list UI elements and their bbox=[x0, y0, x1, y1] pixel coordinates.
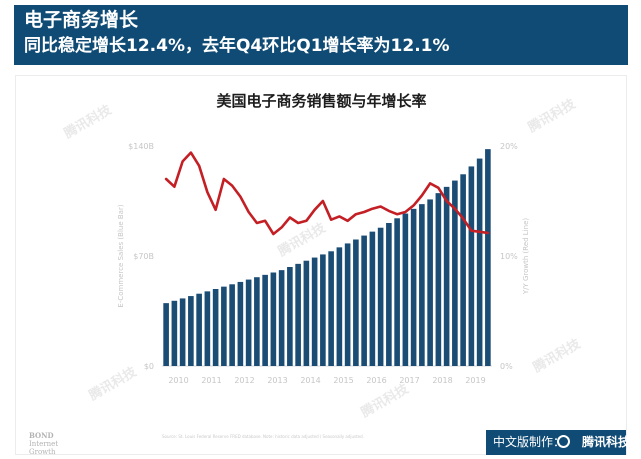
bar bbox=[328, 251, 334, 366]
bar bbox=[171, 300, 178, 366]
x-tick-label: 2017 bbox=[399, 376, 419, 385]
bar bbox=[278, 270, 285, 366]
x-tick-label: 2011 bbox=[201, 376, 221, 385]
bar bbox=[410, 208, 417, 366]
bar bbox=[320, 254, 326, 366]
bar bbox=[262, 274, 268, 366]
y-tick-label: $0 bbox=[144, 362, 154, 371]
bar bbox=[188, 296, 194, 366]
bar bbox=[435, 193, 442, 366]
bar bbox=[394, 218, 400, 366]
bar bbox=[295, 263, 301, 366]
x-tick-label: 2015 bbox=[333, 376, 353, 385]
bar bbox=[369, 231, 376, 366]
y-tick-label: $140B bbox=[128, 142, 154, 151]
bar bbox=[377, 227, 384, 366]
bar bbox=[196, 293, 202, 366]
bar bbox=[443, 186, 450, 366]
y-axis-label: E-Commerce Sales (Blue Bar) bbox=[117, 204, 125, 307]
bond-logo: BOND Internet Growth bbox=[29, 431, 59, 457]
bar bbox=[485, 149, 491, 366]
x-tick-label: 2010 bbox=[168, 376, 188, 385]
y2-tick-label: 0% bbox=[500, 362, 513, 371]
y2-tick-label: 20% bbox=[500, 142, 518, 151]
bar bbox=[237, 281, 244, 366]
header-band bbox=[14, 5, 628, 65]
bar bbox=[245, 279, 252, 366]
x-tick-label: 2016 bbox=[366, 376, 386, 385]
bar bbox=[163, 303, 169, 366]
bar bbox=[386, 223, 392, 366]
credit-box: 中文版制作： 腾讯科技 bbox=[486, 430, 630, 455]
x-tick-label: 2013 bbox=[267, 376, 287, 385]
y2-axis-label: Y/Y Growth (Red Line) bbox=[522, 218, 530, 296]
chart-title: 美国电子商务销售额与年增长率 bbox=[216, 92, 427, 110]
tencent-logo-icon bbox=[557, 435, 570, 448]
source-note: Source: St. Louis Federal Reserve FRED d… bbox=[162, 434, 364, 439]
x-tick-label: 2019 bbox=[465, 376, 485, 385]
bar bbox=[311, 257, 318, 366]
x-tick-label: 2018 bbox=[432, 376, 452, 385]
bar bbox=[402, 213, 409, 366]
x-tick-label: 2014 bbox=[300, 376, 320, 385]
bar bbox=[468, 166, 475, 366]
bar bbox=[427, 199, 433, 366]
credit-brand: 腾讯科技 bbox=[582, 435, 631, 449]
growth-line bbox=[164, 151, 490, 236]
page-title: 电子商务增长 bbox=[24, 9, 139, 31]
y-tick-label: $70B bbox=[133, 252, 154, 261]
bar bbox=[303, 260, 310, 366]
bar bbox=[287, 267, 293, 366]
bar bbox=[212, 289, 219, 366]
bar bbox=[229, 284, 235, 366]
bar bbox=[353, 239, 359, 366]
bar bbox=[476, 158, 483, 366]
bar bbox=[452, 180, 458, 366]
bar bbox=[204, 291, 211, 366]
bar bbox=[254, 277, 260, 366]
bar bbox=[419, 204, 425, 366]
y2-tick-label: 10% bbox=[500, 252, 518, 261]
credit-text: 中文版制作： bbox=[493, 435, 566, 449]
bar bbox=[336, 247, 343, 366]
bar bbox=[270, 272, 277, 366]
bar bbox=[344, 243, 351, 366]
bar bbox=[460, 174, 466, 366]
page-subtitle: 同比稳定增长12.4%，去年Q4环比Q1增长率为12.1% bbox=[24, 36, 450, 56]
bar bbox=[179, 298, 186, 366]
bar bbox=[221, 286, 227, 366]
bar bbox=[361, 235, 367, 366]
x-tick-label: 2012 bbox=[234, 376, 254, 385]
